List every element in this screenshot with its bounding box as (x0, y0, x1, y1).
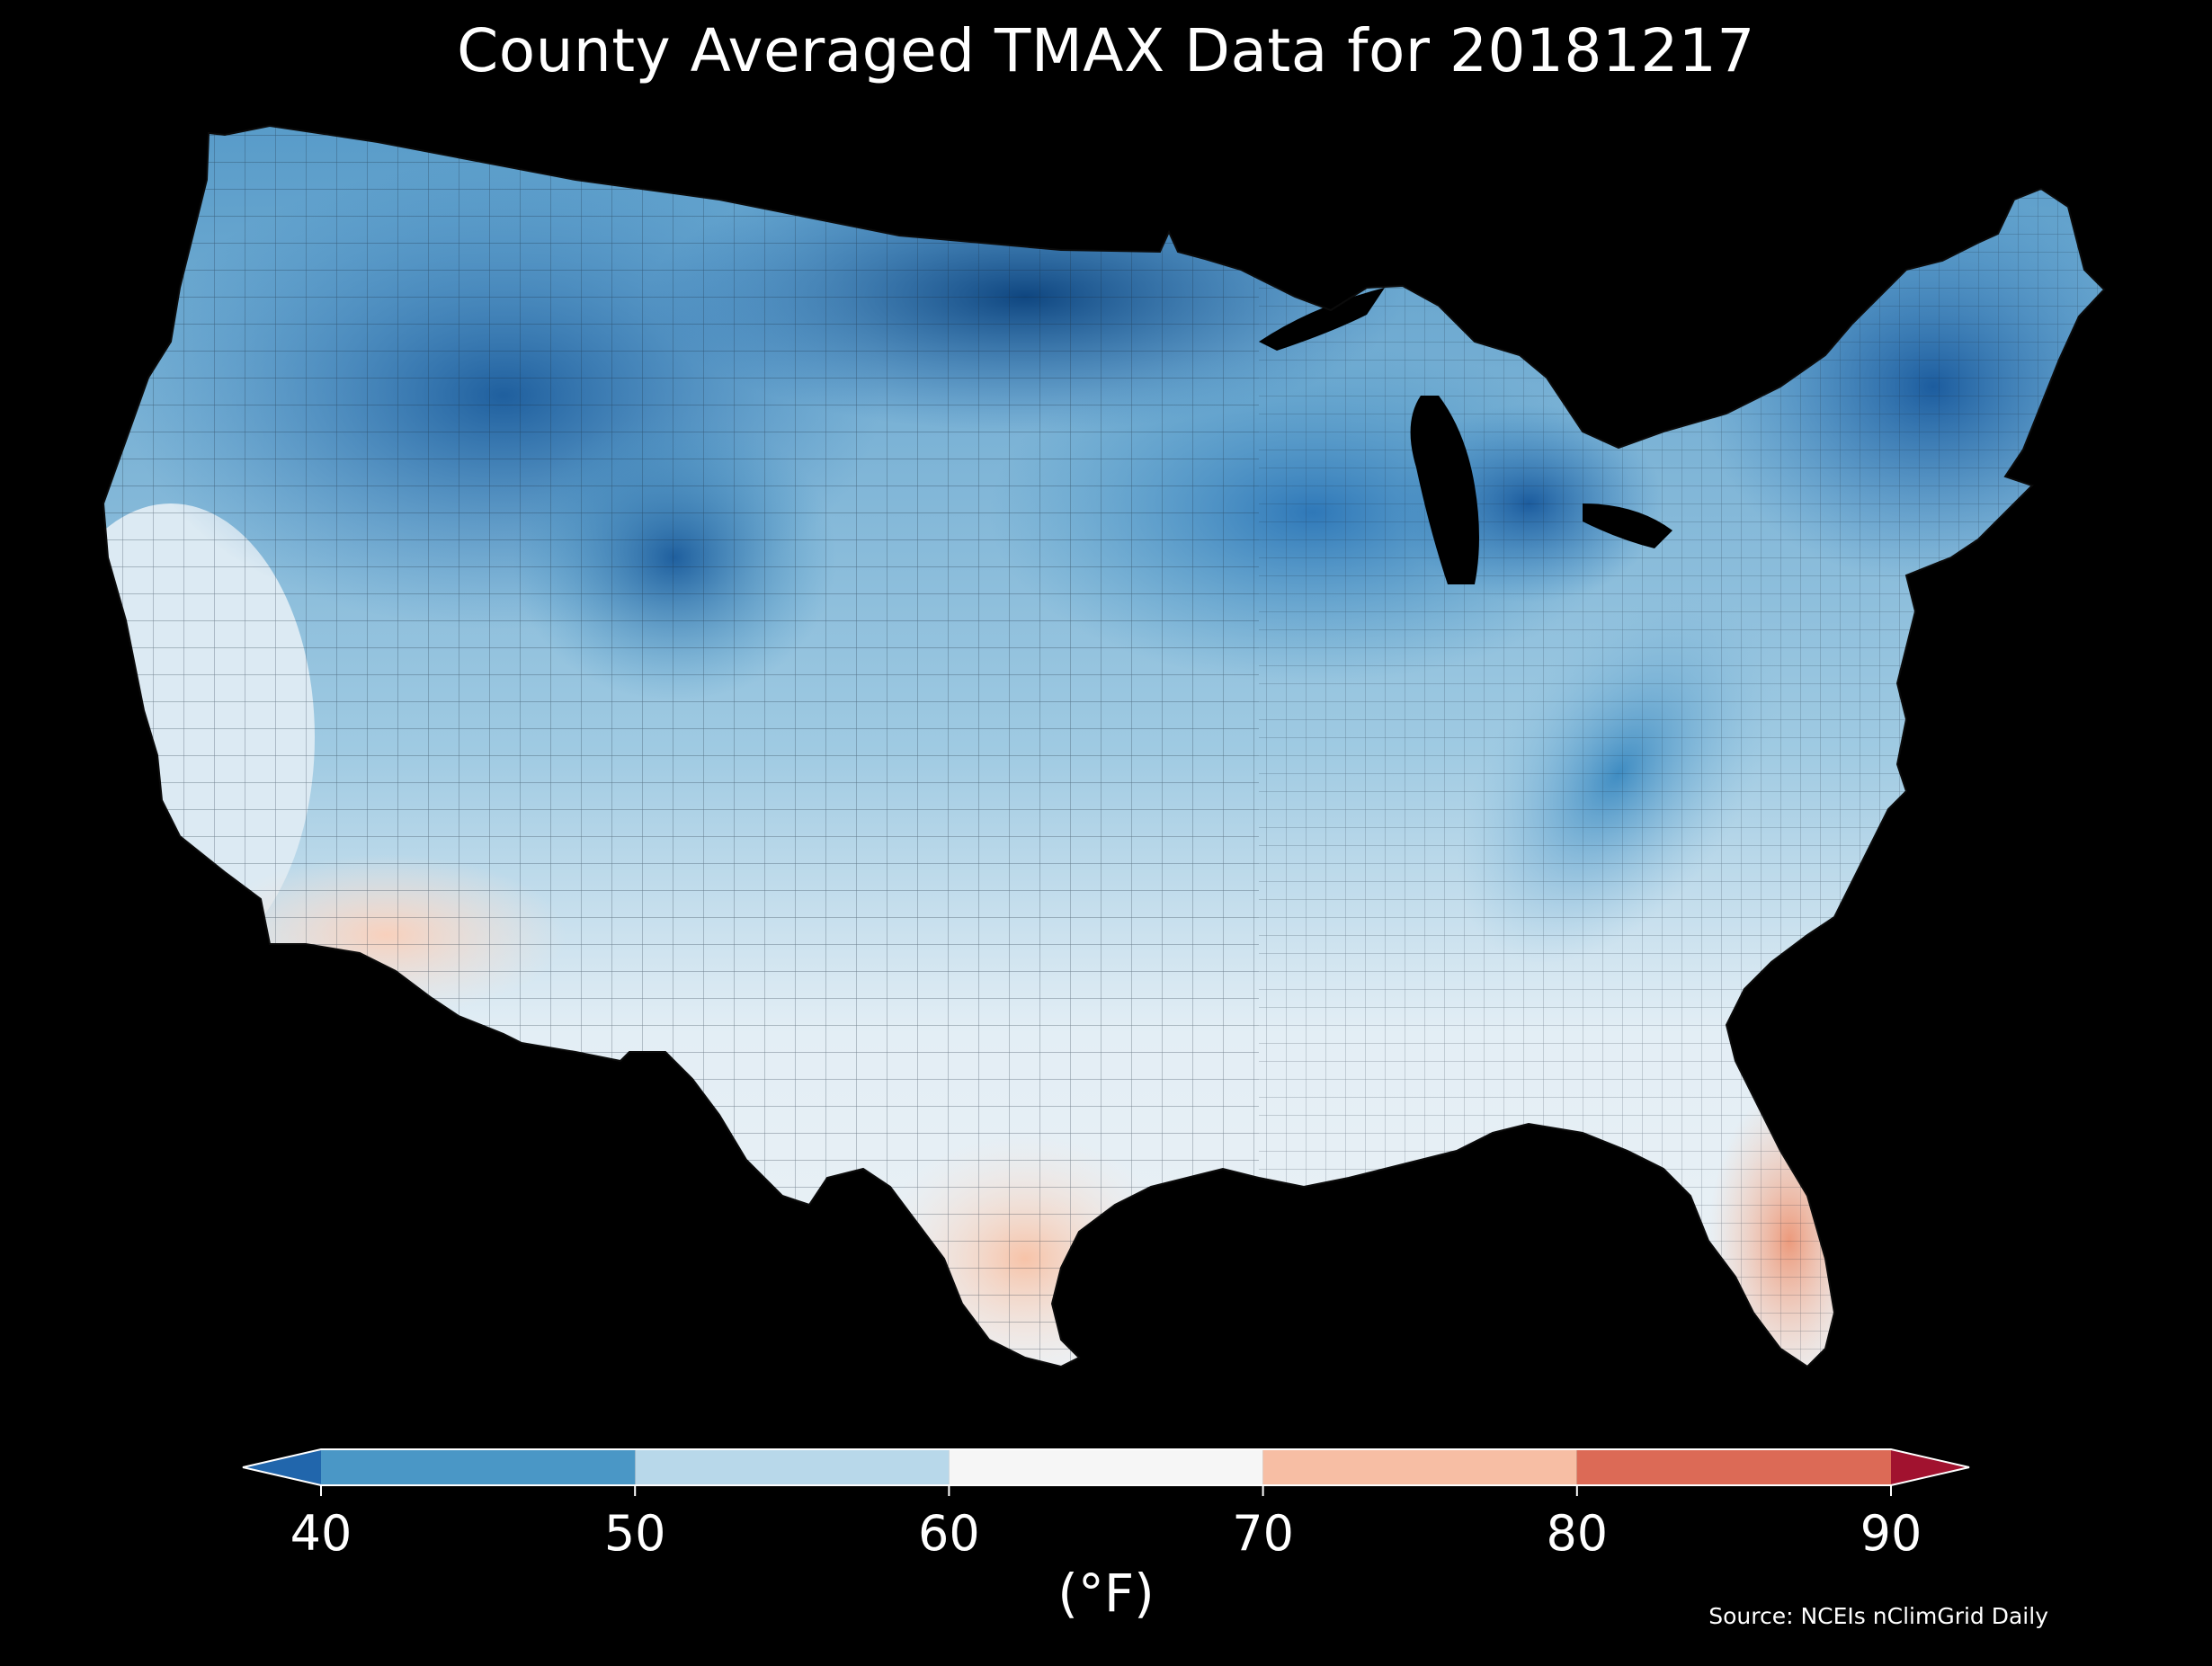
source-note: Source: NCEIs nClimGrid Daily (1708, 1603, 2048, 1629)
colorbar-tick-label-50: 50 (604, 1505, 666, 1562)
colorbar-tick-label-70: 70 (1232, 1505, 1294, 1562)
colorbar-tick-label-60: 60 (918, 1505, 980, 1562)
colorbar: 40 50 60 70 80 90 (242, 1448, 1970, 1562)
colorbar-tick-label-80: 80 (1546, 1505, 1608, 1562)
colorbar-tick-label-90: 90 (1860, 1505, 1922, 1562)
colorbar-bin-40-50 (321, 1449, 636, 1485)
colorbar-under-arrow (243, 1449, 321, 1485)
colorbar-bin-80-90 (1576, 1449, 1891, 1485)
colorbar-unit-label: (°F) (1057, 1563, 1155, 1624)
colorbar-bin-50-60 (635, 1449, 950, 1485)
colorbar-bin-60-70 (949, 1449, 1263, 1485)
colorbar-over-arrow (1891, 1449, 1969, 1485)
lake-erie (1583, 503, 1672, 548)
lake-superior (1259, 288, 1385, 351)
colorbar-bin-70-80 (1262, 1449, 1577, 1485)
colorbar-tick-label-40: 40 (290, 1505, 352, 1562)
map-title: County Averaged TMAX Data for 20181217 (457, 16, 1755, 85)
lake-michigan (1410, 396, 1479, 584)
